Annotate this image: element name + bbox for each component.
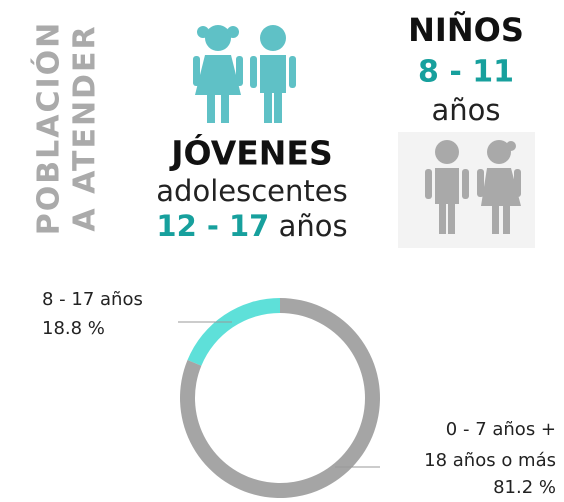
teal-kids-icon — [193, 25, 296, 123]
donut-segment — [187, 298, 280, 366]
category-label: 18 años o más — [424, 450, 556, 471]
category-label: 0 - 7 años + — [446, 419, 556, 440]
ninos-title: NIÑOS — [408, 11, 524, 49]
side-title: A ATENDER — [68, 24, 103, 231]
ninos-range: 8 - 11 — [418, 55, 514, 90]
gray-kids-icon — [425, 140, 521, 234]
jovenes-range: 12 - 17 — [156, 209, 269, 243]
value-label: 81.2 % — [493, 477, 556, 498]
jovenes-title: JÓVENES — [169, 133, 332, 173]
category-label: 8 - 17 años — [42, 289, 143, 310]
jovenes-age: 12 - 17 años — [156, 209, 347, 243]
jovenes-subtitle: adolescentes — [156, 174, 347, 208]
jovenes-unit: años — [279, 209, 348, 243]
value-label: 18.8 % — [42, 318, 105, 339]
side-title: POBLACIÓN — [30, 21, 67, 235]
ninos-unit: años — [431, 93, 500, 127]
